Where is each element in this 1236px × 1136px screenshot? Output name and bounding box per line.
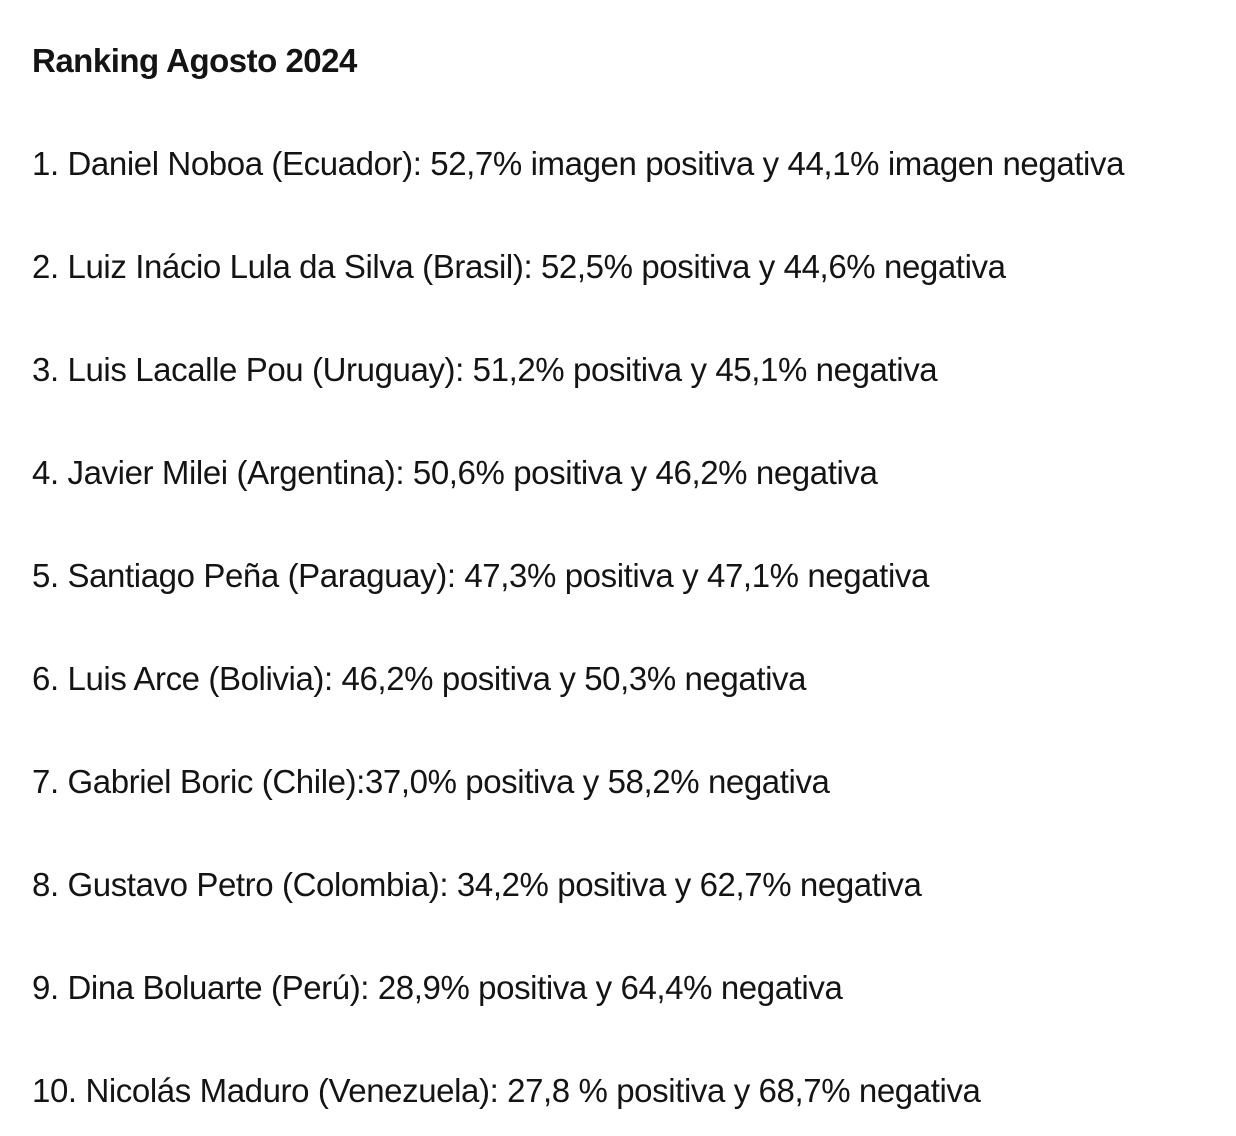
ranking-item-9: 9. Dina Boluarte (Perú): 28,9% positiva … xyxy=(32,969,843,1006)
page-title: Ranking Agosto 2024 xyxy=(32,42,357,79)
ranking-item-3: 3. Luis Lacalle Pou (Uruguay): 51,2% pos… xyxy=(32,351,938,388)
ranking-item-1: 1. Daniel Noboa (Ecuador): 52,7% imagen … xyxy=(32,145,1125,182)
ranking-item-6: 6. Luis Arce (Bolivia): 46,2% positiva y… xyxy=(32,660,807,697)
ranking-item-4: 4. Javier Milei (Argentina): 50,6% posit… xyxy=(32,454,878,491)
ranking-item-8: 8. Gustavo Petro (Colombia): 34,2% posit… xyxy=(32,866,922,903)
ranking-item-7: 7. Gabriel Boric (Chile):37,0% positiva … xyxy=(32,763,830,800)
ranking-item-5: 5. Santiago Peña (Paraguay): 47,3% posit… xyxy=(32,557,929,594)
ranking-item-2: 2. Luiz Inácio Lula da Silva (Brasil): 5… xyxy=(32,248,1006,285)
ranking-item-10: 10. Nicolás Maduro (Venezuela): 27,8 % p… xyxy=(32,1072,981,1109)
